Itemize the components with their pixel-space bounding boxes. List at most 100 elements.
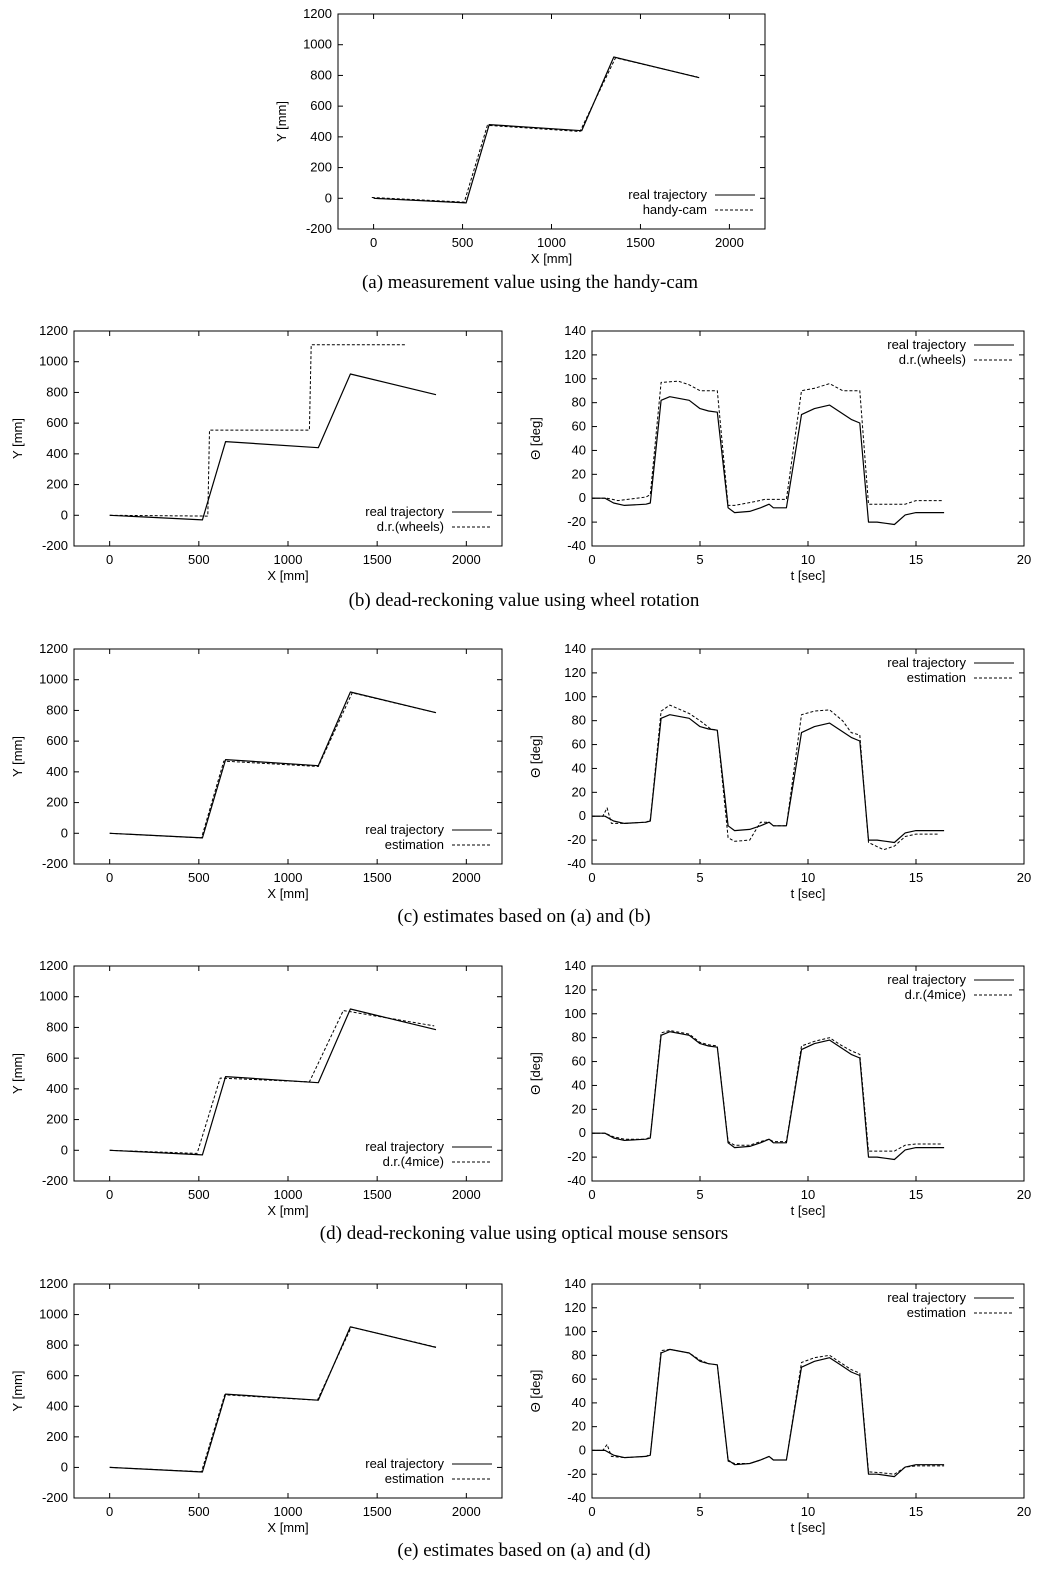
x-tick-label: 1000 [274, 552, 303, 567]
y-tick-label: 100 [564, 1324, 586, 1339]
y-tick-label: 20 [572, 1101, 586, 1116]
y-tick-label: -200 [42, 856, 68, 871]
chart-d_xy: 0 500 1000 1500 2000 -200 0 200 400 600 800 1000 120… [10, 958, 503, 1218]
x-tick-label: 0 [588, 1504, 595, 1519]
y-tick-label: 400 [46, 1081, 68, 1096]
y-tick-label: 80 [572, 395, 586, 410]
y-tick-label: 600 [46, 733, 68, 748]
chart-b_theta: 0 5 10 15 20 -40 -20 0 20 40 60 80 100 120 140 t [sec] Θ… [349, 323, 1032, 611]
series-line-comparison [371, 57, 698, 203]
series-line-real-trajectory [109, 691, 437, 839]
legend-label: real trajectory [365, 1139, 444, 1154]
y-tick-label: 400 [310, 129, 332, 144]
x-tick-label: 5 [696, 870, 703, 885]
y-tick-label: 80 [572, 1030, 586, 1045]
y-tick-label: 1200 [39, 1276, 68, 1291]
y-tick-label: 400 [46, 764, 68, 779]
y-tick-label: 600 [310, 98, 332, 113]
x-tick-label: 10 [801, 870, 815, 885]
x-tick-label: 2000 [452, 1187, 481, 1202]
chart-d_theta: 0 5 10 15 20 -40 -20 0 20 40 60 80 100 120 140 t [sec] Θ… [320, 958, 1031, 1244]
y-tick-label: 1000 [39, 354, 68, 369]
series-line-real-trajectory [592, 396, 945, 526]
y-tick-label: -20 [567, 1466, 586, 1481]
x-axis-label: X [mm] [267, 568, 308, 583]
x-tick-label: 10 [801, 552, 815, 567]
series-line-real-trajectory [373, 56, 700, 204]
x-tick-label: 0 [106, 870, 113, 885]
x-axis-label: X [mm] [267, 1203, 308, 1218]
series-line-comparison [109, 1010, 435, 1154]
series-line-real-trajectory [109, 1326, 437, 1473]
y-tick-label: 800 [46, 1019, 68, 1034]
y-tick-label: 1000 [303, 37, 332, 52]
legend-label: handy-cam [643, 202, 707, 217]
x-tick-label: 500 [188, 1504, 210, 1519]
x-tick-label: 5 [696, 552, 703, 567]
y-axis-label: Y [mm] [10, 736, 25, 777]
y-tick-label: 20 [572, 466, 586, 481]
y-tick-label: 200 [46, 477, 68, 492]
series-line-real-trajectory [592, 714, 945, 844]
y-tick-label: 20 [572, 1419, 586, 1434]
y-tick-label: 0 [61, 825, 68, 840]
x-axis-label: t [sec] [791, 1203, 826, 1218]
y-tick-label: -40 [567, 1490, 586, 1505]
y-tick-label: 200 [46, 1429, 68, 1444]
y-tick-label: 40 [572, 442, 586, 457]
y-tick-label: 1200 [39, 323, 68, 338]
y-tick-label: 1000 [39, 1307, 68, 1322]
chart-c_xy: 0 500 1000 1500 2000 -200 0 200 400 600 800 1000 120… [10, 641, 503, 901]
y-tick-label: 1200 [39, 641, 68, 656]
x-tick-label: 10 [801, 1504, 815, 1519]
legend-label: d.r.(wheels) [899, 352, 966, 367]
y-tick-label: 800 [46, 384, 68, 399]
x-tick-label: 1000 [537, 235, 566, 250]
legend-label: real trajectory [365, 1456, 444, 1471]
x-tick-label: 2000 [452, 552, 481, 567]
x-axis-label: X [mm] [267, 886, 308, 901]
y-axis-label: Y [mm] [10, 1053, 25, 1094]
legend-label: estimation [385, 837, 444, 852]
y-tick-label: 120 [564, 347, 586, 362]
y-axis-label: Y [mm] [10, 1371, 25, 1412]
x-tick-label: 5 [696, 1504, 703, 1519]
x-tick-label: 20 [1017, 1504, 1031, 1519]
figure-caption: (e) estimates based on (a) and (d) [397, 1540, 650, 1561]
x-tick-label: 1500 [626, 235, 655, 250]
x-tick-label: 500 [188, 870, 210, 885]
y-tick-label: 1200 [39, 958, 68, 973]
series-line-real-trajectory [592, 1031, 945, 1161]
y-tick-label: 140 [564, 641, 586, 656]
figure-caption: (c) estimates based on (a) and (b) [397, 906, 650, 927]
x-tick-label: 0 [106, 1504, 113, 1519]
y-tick-label: -20 [567, 514, 586, 529]
series-line-comparison [109, 1326, 437, 1473]
legend-label: estimation [907, 670, 966, 685]
y-tick-label: -40 [567, 538, 586, 553]
y-axis-label: Θ [deg] [528, 1052, 543, 1095]
x-tick-label: 500 [452, 235, 474, 250]
y-tick-label: 100 [564, 689, 586, 704]
y-tick-label: 1000 [39, 672, 68, 687]
y-tick-label: -40 [567, 1173, 586, 1188]
y-tick-label: 40 [572, 760, 586, 775]
x-tick-label: 1000 [274, 1187, 303, 1202]
x-axis-label: X [mm] [267, 1520, 308, 1535]
legend-label: real trajectory [887, 972, 966, 987]
x-tick-label: 500 [188, 1187, 210, 1202]
x-tick-label: 0 [588, 552, 595, 567]
x-tick-label: 1500 [363, 1504, 392, 1519]
y-tick-label: 0 [61, 507, 68, 522]
y-axis-label: Θ [deg] [528, 1370, 543, 1413]
x-tick-label: 10 [801, 1187, 815, 1202]
chart-c_theta: 0 5 10 15 20 -40 -20 0 20 40 60 80 100 120 140 t [sec] Θ… [397, 641, 1031, 927]
chart-e_theta: 0 5 10 15 20 -40 -20 0 20 40 60 80 100 120 140 t [sec] Θ… [397, 1276, 1031, 1561]
y-tick-label: 100 [564, 371, 586, 386]
x-tick-label: 0 [370, 235, 377, 250]
legend-label: d.r.(wheels) [377, 519, 444, 534]
y-axis-label: Y [mm] [10, 418, 25, 459]
x-tick-label: 15 [909, 1187, 923, 1202]
legend-label: d.r.(4mice) [383, 1154, 444, 1169]
